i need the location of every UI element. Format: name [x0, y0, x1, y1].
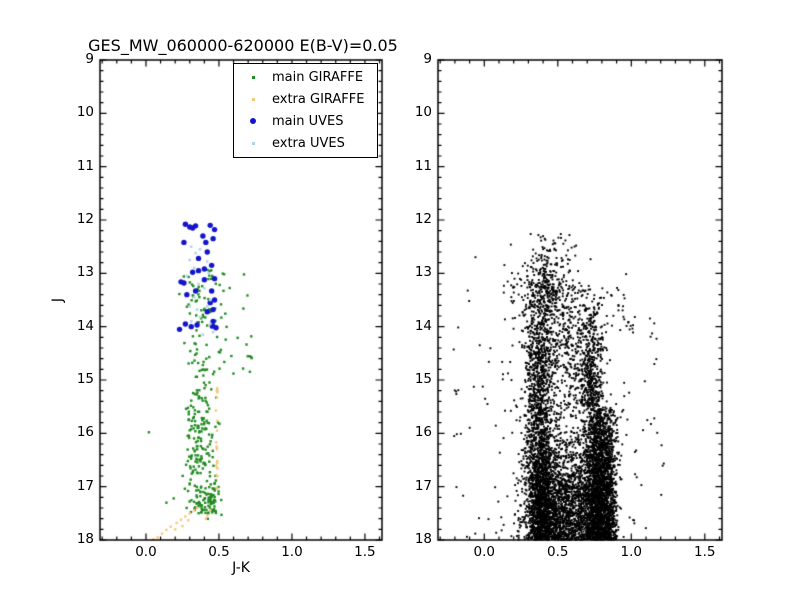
y-tick-label: 9	[85, 51, 94, 67]
y-tick-label: 15	[414, 371, 432, 387]
page-title: GES_MW_060000-620000 E(B-V)=0.05	[88, 36, 398, 55]
legend-item-main-giraffe: main GIRAFFE	[234, 67, 377, 88]
legend-label: main UVES	[272, 113, 344, 129]
extra-giraffe-marker-icon	[251, 98, 255, 102]
y-tick-label: 14	[76, 317, 94, 334]
x-tick-label: 1.0	[620, 544, 643, 560]
y-tick-label: 11	[76, 157, 94, 174]
y-tick-label: 12	[414, 211, 432, 227]
y-tick-label: 10	[76, 104, 94, 121]
legend-marker-cell	[234, 118, 272, 125]
x-axis-label: J-K	[232, 560, 250, 576]
y-tick-label: 17	[76, 477, 94, 494]
legend-item-main-uves: main UVES	[234, 111, 377, 132]
x-tick-label: 0.5	[547, 544, 569, 560]
x-tick-label: 0.0	[135, 544, 157, 560]
extra-uves-marker-icon	[251, 141, 255, 145]
legend: main GIRAFFE extra GIRAFFE main UVES ext…	[233, 63, 378, 158]
x-tick-label: 0.0	[473, 544, 496, 560]
x-tick-label: 1.0	[281, 544, 303, 560]
legend-label: extra UVES	[272, 135, 345, 151]
y-tick-label: 11	[414, 157, 432, 174]
x-tick-label: 1.5	[354, 544, 376, 560]
y-tick-label: 15	[76, 371, 94, 387]
legend-label: main GIRAFFE	[272, 70, 364, 86]
y-tick-label: 18	[76, 531, 94, 547]
y-tick-label: 16	[414, 424, 432, 441]
legend-marker-cell	[234, 98, 272, 102]
y-tick-label: 14	[414, 317, 432, 334]
y-tick-label: 13	[76, 264, 94, 281]
legend-item-extra-giraffe: extra GIRAFFE	[234, 89, 377, 110]
y-tick-label: 13	[414, 264, 432, 281]
legend-label: extra GIRAFFE	[272, 92, 365, 108]
legend-marker-cell	[234, 141, 272, 145]
y-tick-label: 17	[414, 477, 432, 494]
x-tick-label: 0.5	[208, 544, 230, 560]
y-tick-label: 16	[76, 424, 94, 441]
y-tick-label: 18	[414, 531, 432, 547]
y-tick-label: 10	[414, 104, 432, 121]
legend-marker-cell	[234, 76, 272, 80]
y-tick-label: 9	[423, 51, 432, 67]
x-tick-label: 1.5	[694, 544, 716, 560]
main-giraffe-marker-icon	[251, 76, 255, 80]
y-axis-label: J	[50, 297, 67, 303]
legend-item-extra-uves: extra UVES	[234, 133, 377, 154]
y-tick-label: 12	[76, 211, 94, 227]
main-uves-marker-icon	[250, 118, 256, 125]
